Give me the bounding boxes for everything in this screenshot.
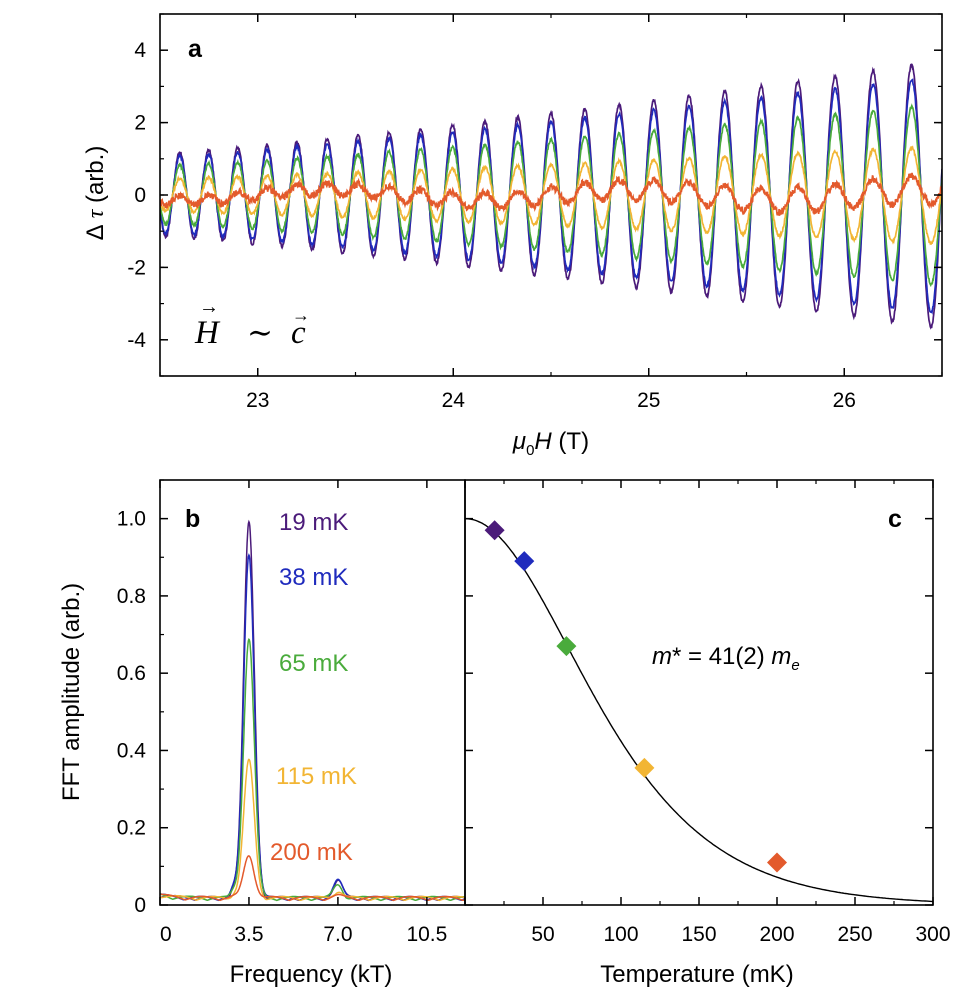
panel-b-ytick-label: 0.2 [117,817,146,840]
panel-c-fit-curve [464,517,933,903]
panel-c-xtick-label: 300 [915,923,950,946]
annotation-arrow-h: → [199,296,219,318]
panel-a-label: a [188,35,203,63]
panel-b-legend-label: 115 mK [276,763,357,790]
panel-c-data-point [767,852,787,873]
panel-c-points [484,520,787,873]
panel-b-xtick-label: 10.5 [406,923,447,946]
panel-c-xtick-label: 250 [837,923,872,946]
panel-b-ytick-label: 0.4 [117,739,147,762]
panel-b-series-line [160,855,465,902]
panel-c-xlabel: Temperature (mK) [600,961,793,988]
annotation-me-sub: e [791,657,799,674]
panel-c-frame [464,479,934,906]
panel-b-legend: 19 mK 38 mK 65 mK 115 mK 200 mK [270,509,357,866]
annotation-c: c [291,315,306,351]
panel-b-series-group [160,519,465,902]
panel-b-ytick-label: 0.8 [117,585,146,608]
panel-b-ytick-label: 0 [134,894,146,917]
annotation-h: H [194,315,221,351]
panel-c: 50 100 150 200 250 300 c m* = 41(2) me Temper… [464,480,951,988]
annotation-tilde: ∼ [247,315,273,350]
panel-b-xtick-label: 0 [160,923,172,946]
panel-a-field-annotation: → H ∼ → c [194,296,310,351]
panel-a-xtick-label: 24 [442,389,466,412]
xlabel-h: H [534,428,552,455]
panel-b-ytick-label: 0.6 [117,662,146,685]
panel-c-xtick-label: 150 [681,923,716,946]
panel-b: 0 3.5 7.0 10.5 0 0.2 0.4 0.6 0.8 1.0 19 mK 38 mK 65… [58,479,465,988]
ylabel-delta: Δ [82,224,109,240]
panel-c-label: c [888,505,902,533]
panel-a-series-line [160,172,942,216]
xlabel-unit: (T) [552,428,589,455]
panel-b-legend-label: 65 mK [279,650,348,677]
panel-a-ytick-label: 2 [134,112,146,135]
ylabel-tau: τ [83,208,109,218]
panel-b-legend-label: 200 mK [270,839,353,866]
panel-c-data-point [556,636,577,657]
panel-a-ytick-label: 4 [134,39,146,62]
annotation-mstar-m: m [652,643,672,670]
panel-b-legend-label: 38 mK [279,564,348,591]
panel-b-series-line [160,637,465,902]
annotation-me-m: m [771,643,791,670]
panel-c-data-point [484,520,505,541]
panel-b-xlabel: Frequency (kT) [230,961,393,988]
panel-a-series-group [160,63,942,330]
panel-b-xtick-label: 3.5 [234,923,263,946]
panel-c-data-point [514,551,535,572]
panel-c-fit-group [464,517,933,903]
panel-b-label: b [185,505,200,533]
xlabel-sub: 0 [526,442,534,459]
panel-b-legend-label: 19 mK [279,509,348,536]
panel-b-xtick-label: 7.0 [323,923,352,946]
xlabel-mu: μ [512,428,526,455]
panel-c-data-point [634,757,655,778]
panel-c-xtick-label: 100 [603,923,638,946]
panel-c-ticks: 50 100 150 200 250 300 [464,480,951,946]
panel-c-xtick-label: 200 [759,923,794,946]
panel-a-ytick-label: 0 [134,184,146,207]
panel-a-ylabel: Δτ (arb.) [82,146,109,241]
annotation-mstar-value: * = 41(2) [672,643,771,670]
ylabel-unit: (arb.) [82,146,109,210]
panel-c-annotation: m* = 41(2) me [652,643,800,674]
panel-a-ytick-label: -2 [127,256,146,279]
panel-b-ticks: 0 3.5 7.0 10.5 0 0.2 0.4 0.6 0.8 1.0 [117,479,447,946]
panel-c-xtick-label: 50 [531,923,554,946]
panel-a-ytick-label: -4 [127,329,146,352]
panel-b-ytick-label: 1.0 [117,508,146,531]
panel-a-xlabel: μ0H (T) [512,428,589,459]
panel-b-ylabel: FFT amplitude (arb.) [58,583,85,801]
annotation-arrow-c: → [292,305,310,325]
panel-a-xtick-label: 23 [246,389,269,412]
panel-a-xtick-label: 25 [637,389,660,412]
panel-a-xtick-label: 26 [833,389,856,412]
